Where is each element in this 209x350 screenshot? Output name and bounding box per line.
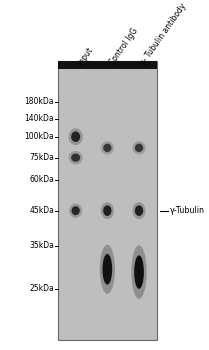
Ellipse shape — [134, 255, 144, 289]
Text: 45kDa: 45kDa — [29, 206, 54, 215]
Text: 140kDa: 140kDa — [24, 114, 54, 123]
Bar — [58, 61, 157, 341]
Ellipse shape — [71, 206, 80, 215]
Text: 100kDa: 100kDa — [24, 132, 54, 141]
Ellipse shape — [135, 205, 143, 216]
Text: γ- Tubulin antibody: γ- Tubulin antibody — [139, 2, 189, 67]
Text: 35kDa: 35kDa — [29, 241, 54, 250]
Text: 25kDa: 25kDa — [29, 284, 54, 293]
Ellipse shape — [133, 141, 145, 155]
Text: 75kDa: 75kDa — [29, 153, 54, 162]
Text: 180kDa: 180kDa — [24, 97, 54, 106]
Ellipse shape — [103, 144, 111, 152]
Ellipse shape — [101, 141, 114, 155]
Bar — [58, 61, 157, 69]
Ellipse shape — [71, 131, 80, 142]
Ellipse shape — [69, 203, 82, 218]
Text: 60kDa: 60kDa — [29, 175, 54, 184]
Ellipse shape — [103, 205, 111, 216]
Text: Input: Input — [76, 46, 94, 67]
Text: Control IgG: Control IgG — [107, 27, 140, 67]
Text: γ-Tubulin: γ-Tubulin — [170, 206, 205, 215]
Ellipse shape — [101, 202, 114, 219]
Ellipse shape — [69, 151, 83, 164]
Ellipse shape — [131, 245, 147, 299]
Ellipse shape — [100, 245, 115, 294]
Ellipse shape — [102, 254, 112, 285]
Ellipse shape — [133, 202, 145, 219]
Ellipse shape — [69, 128, 83, 145]
Ellipse shape — [135, 144, 143, 152]
Ellipse shape — [71, 153, 80, 162]
